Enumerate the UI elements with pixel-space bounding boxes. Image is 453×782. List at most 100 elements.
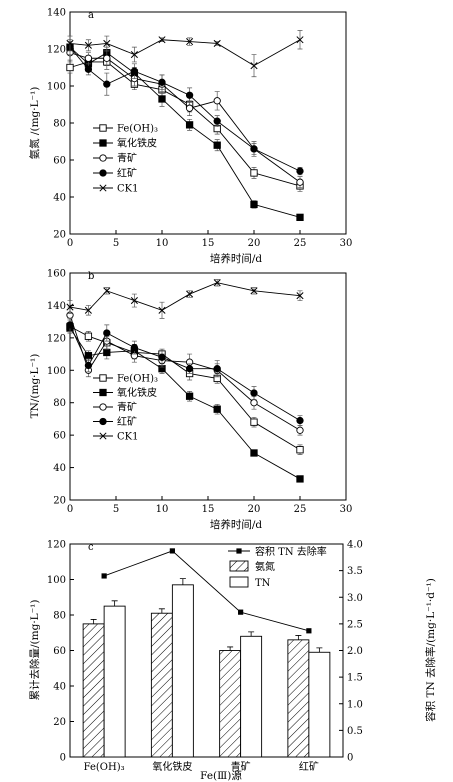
legend-entry: CK1 — [93, 184, 138, 195]
y-tick-label: 120 — [47, 333, 66, 344]
legend-marker — [99, 169, 107, 177]
x-tick-label: 20 — [248, 238, 261, 249]
y2-tick-label: 3.5 — [347, 566, 363, 577]
data-point — [250, 389, 258, 397]
series-3 — [66, 44, 304, 189]
x-axis-title: 培养时间/d — [210, 518, 263, 531]
category-label: 青矿 — [231, 760, 251, 773]
x-tick-label: 0 — [67, 504, 73, 515]
data-point — [66, 63, 74, 72]
y2-tick-label: 4.0 — [347, 540, 363, 551]
data-point — [213, 141, 221, 149]
x-tick-label: 10 — [156, 238, 169, 249]
x-tick-label: 30 — [340, 504, 353, 515]
y2-tick-label: 1.0 — [347, 699, 363, 710]
data-point — [103, 54, 111, 62]
data-point — [296, 292, 304, 300]
error-bar — [179, 578, 186, 585]
data-point — [185, 91, 194, 99]
x-tick-label: 5 — [113, 504, 119, 515]
data-point — [84, 352, 93, 360]
bar-tn — [171, 584, 194, 758]
series-4 — [66, 318, 304, 426]
error-bar — [111, 600, 118, 607]
data-point — [296, 213, 304, 221]
legend-entry: 青矿 — [93, 401, 137, 414]
bar-ammonia — [82, 623, 105, 758]
legend-marker — [99, 139, 107, 147]
chart-b: 0 5 10 15 20 25 30 20 40 60 80 100 120 140 160 b 培养时间/d T… — [29, 269, 352, 532]
y-tick-label: 60 — [53, 646, 66, 657]
legend-label: 氧化铁皮 — [117, 386, 157, 399]
data-point — [250, 418, 258, 426]
y2-tick-label: 2.5 — [347, 619, 363, 630]
legend-label: CK1 — [117, 184, 138, 195]
legend-label: CK1 — [117, 432, 138, 443]
bar-ammonia — [150, 612, 173, 758]
data-point — [103, 39, 111, 48]
legend-label: TN — [255, 578, 271, 589]
legend-marker — [99, 403, 107, 411]
legend-entry: Fe(OH)₃ — [93, 124, 158, 135]
legend-marker — [99, 184, 107, 192]
data-point — [84, 54, 93, 62]
x-tick-label: 5 — [113, 238, 119, 249]
x-tick-label: 15 — [202, 504, 215, 515]
data-point — [213, 117, 221, 125]
data-point — [250, 449, 258, 457]
legend-swatch — [229, 560, 249, 572]
data-point — [103, 329, 111, 337]
data-point — [84, 306, 92, 314]
data-point — [185, 104, 194, 112]
legend-entry: 红矿 — [93, 167, 137, 180]
rate-point — [169, 548, 175, 554]
y-axis-title: 累计去除量/(mg·L⁻¹) — [28, 600, 41, 701]
y-tick-label: 20 — [53, 496, 66, 507]
plot-frame — [69, 272, 347, 501]
category-label: 红矿 — [299, 760, 319, 773]
y-axis-title: 氨氮 /(mg·L⁻¹) — [28, 87, 41, 160]
category-label: 氧化铁皮 — [152, 760, 192, 773]
data-point — [296, 416, 304, 425]
data-point — [213, 97, 221, 105]
legend-marker — [99, 124, 107, 132]
series-5 — [66, 279, 304, 319]
data-point — [103, 287, 111, 295]
data-point — [158, 78, 166, 86]
series-2 — [66, 322, 304, 483]
data-point — [296, 446, 304, 454]
x-tick-label: 0 — [67, 238, 73, 249]
data-point — [296, 167, 304, 175]
panel-label: b — [88, 271, 94, 282]
x-tick-label: 30 — [340, 238, 353, 249]
x-axis-title: 培养时间/d — [210, 252, 263, 265]
chart-a: 0 5 10 15 20 25 30 20 40 60 80 100 120 140 a 培养时间/d 氨氮 /… — [28, 8, 352, 266]
legend-label: Fe(OH)₃ — [117, 374, 158, 385]
data-point — [66, 303, 74, 311]
y-tick-label: 20 — [53, 717, 66, 728]
error-bar — [90, 619, 97, 624]
data-point — [103, 80, 111, 88]
data-point — [158, 36, 166, 44]
legend-entry: 氧化铁皮 — [93, 137, 157, 150]
y2-axis-title: 容积 TN 去除率/(mg·L⁻¹·d⁻¹) — [424, 578, 437, 722]
data-point — [185, 365, 194, 373]
bar-ammonia — [287, 639, 310, 758]
series-line — [69, 52, 301, 183]
y-tick-label: 40 — [53, 682, 66, 693]
data-point — [84, 65, 93, 74]
data-point — [296, 426, 304, 434]
y-tick-label: 60 — [53, 431, 66, 442]
panel-label: c — [88, 542, 94, 553]
series-3 — [66, 306, 304, 436]
y-tick-label: 0 — [60, 753, 66, 764]
error-bar — [248, 631, 255, 637]
rate-line — [103, 550, 309, 632]
data-point — [213, 365, 221, 373]
legend-marker — [99, 417, 107, 426]
legend-label: 青矿 — [117, 152, 137, 165]
data-point — [84, 361, 93, 370]
data-point — [213, 405, 221, 413]
data-point — [250, 200, 258, 209]
bar-tn — [240, 635, 263, 758]
